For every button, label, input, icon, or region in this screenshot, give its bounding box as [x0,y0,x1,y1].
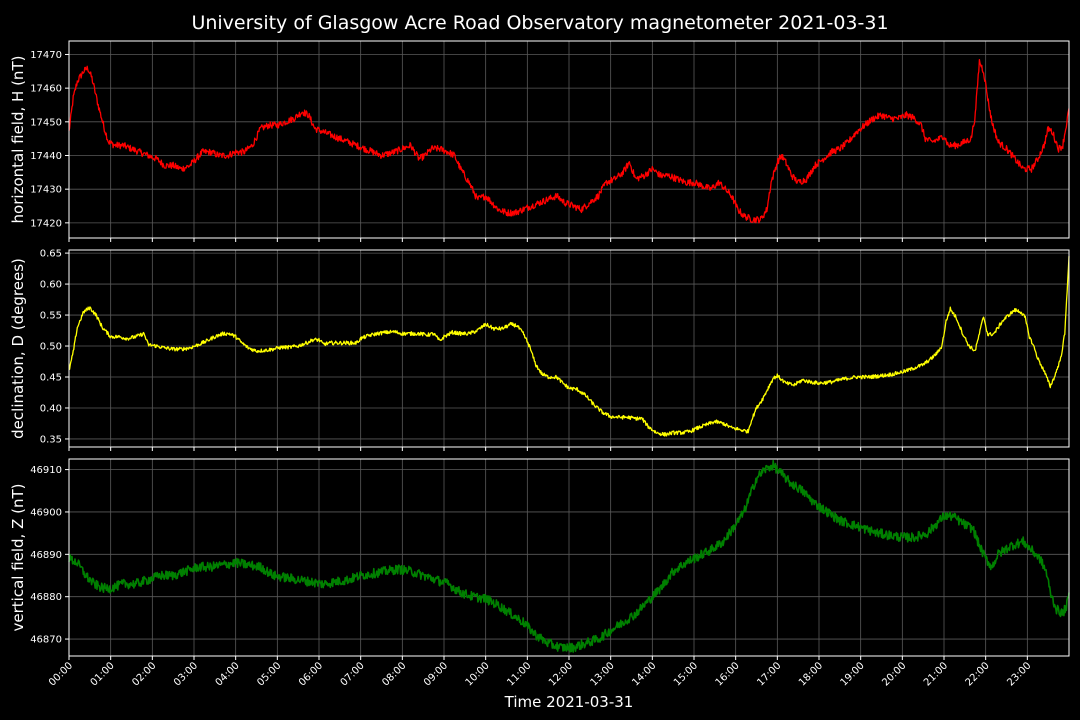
series-line-Z [68,459,1070,653]
y-tick-label: 17450 [30,117,62,128]
y-tick-label: 46890 [30,550,62,561]
y-tick-label: 0.60 [40,280,62,291]
y-tick-label: 0.45 [40,372,62,383]
series-line-H [68,58,1070,224]
y-tick-label: 46910 [30,465,62,476]
y-tick-label: 17470 [30,50,62,61]
y-axis-label: declination, D (degrees) [9,258,27,439]
chart-title: University of Glasgow Acre Road Observat… [191,12,888,34]
panel-H: 17420 17430 17440 17450 17460 17470horizontal… [9,40,1070,242]
y-tick-label: 0.50 [40,342,62,353]
y-tick-label: 0.55 [40,311,62,322]
y-tick-label: 17420 [30,218,62,229]
y-tick-label: 0.65 [40,249,62,260]
y-tick-label: 46900 [30,507,62,518]
axes-frame [68,249,1070,448]
y-tick-label: 17430 [30,185,62,196]
y-tick-label: 17440 [30,151,62,162]
x-axis-label: Time 2021-03-31 [504,693,634,711]
axes-frame [68,458,1070,657]
y-tick-label: 0.40 [40,403,62,414]
y-tick-label: 0.35 [40,434,62,445]
y-axis-label: horizontal field, H (nT) [9,56,27,224]
y-tick-label: 17460 [30,84,62,95]
y-tick-label: 46880 [30,592,62,603]
series-line-D [68,256,1070,437]
y-tick-label: 46870 [30,635,62,646]
axes-frame [68,40,1070,239]
y-axis-label: vertical field, Z (nT) [9,483,27,631]
panel-D: 0.35 0.40 0.45 0.50 0.55 0.60 0.65 declination,… [9,249,1070,451]
